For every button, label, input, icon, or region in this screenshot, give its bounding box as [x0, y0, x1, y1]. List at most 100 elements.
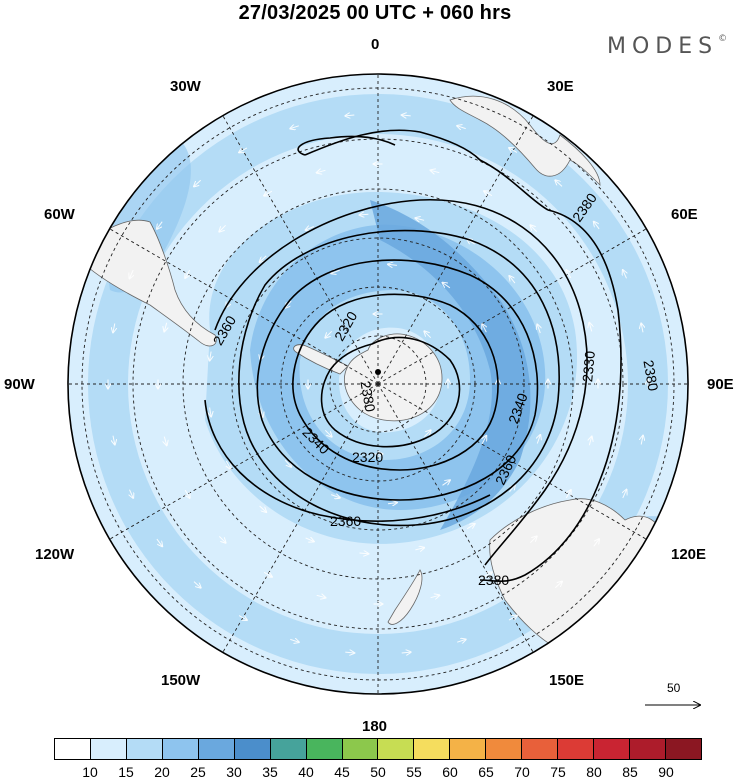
wind-arrow	[239, 148, 248, 153]
colorbar	[54, 738, 702, 760]
wind-arrow	[157, 221, 163, 229]
wind-arrow	[466, 524, 475, 530]
contour-2360-inner	[238, 229, 560, 527]
wind-arrow	[424, 331, 432, 339]
colorbar-swatch	[306, 739, 343, 759]
colorbar-tick-label: 90	[658, 764, 674, 780]
colorbar-tick-label: 55	[406, 764, 422, 780]
wind-arrow	[530, 536, 536, 544]
lon-label-30w: 30W	[170, 78, 201, 95]
colorbar-swatch	[558, 739, 595, 759]
contour-2380-topleft	[297, 135, 396, 156]
colorbar-ticks: 10 15 20 25 30 35 40 45 50 55 60 65 70 75 80 85 90	[0, 764, 750, 782]
brand-name: MODES	[607, 34, 719, 59]
wind-arrow	[623, 490, 627, 499]
wind-arrow	[259, 505, 267, 512]
africa	[449, 95, 601, 186]
wind-arrow	[482, 436, 486, 445]
wind-arrow	[345, 652, 354, 653]
colorbar-tick-label: 35	[262, 764, 278, 780]
colorbar-tick-label: 30	[226, 764, 242, 780]
wind-arrow	[290, 639, 299, 642]
wind-arrow	[442, 480, 450, 486]
colorbar-tick-label: 60	[442, 764, 458, 780]
colorbar-tick-label: 15	[118, 764, 134, 780]
colorbar-swatch	[55, 739, 91, 759]
wind-arrow	[360, 214, 369, 215]
wind-arrow	[345, 115, 355, 116]
lon-label-90w: 90W	[4, 376, 35, 393]
colorbar-tick-label: 50	[370, 764, 386, 780]
colorbar-swatch	[522, 739, 559, 759]
colorbar-swatch	[90, 739, 127, 759]
wind-arrow	[415, 218, 425, 220]
lon-label-60w: 60W	[44, 206, 75, 223]
wind-arrow	[593, 539, 599, 547]
colorbar-swatch	[486, 739, 523, 759]
contour-2340	[256, 259, 539, 501]
contour-label: 2380	[478, 572, 509, 588]
colorbar-tick-label: 10	[82, 764, 98, 780]
colorbar-tick-label: 65	[478, 764, 494, 780]
colorbar-swatch	[198, 739, 235, 759]
south-pole-marker	[375, 369, 381, 375]
wind-arrow	[457, 126, 466, 129]
colorbar-tick-label: 25	[190, 764, 206, 780]
wind-arrow	[483, 572, 492, 577]
wind-arrow	[359, 553, 369, 554]
contour-label: 2380	[640, 359, 661, 393]
wind-arrow	[431, 170, 440, 172]
wind-arrow	[331, 495, 340, 498]
lon-label-150w: 150W	[161, 672, 201, 689]
wind-arrow	[443, 283, 451, 289]
colorbar-swatch	[234, 739, 271, 759]
contour-2320-outer	[292, 293, 499, 471]
wind-arrow	[554, 582, 562, 589]
lon-label-90e: 90E	[707, 376, 734, 393]
wind-arrow	[331, 270, 340, 273]
lon-label-180: 180	[362, 718, 388, 735]
colorbar-swatch	[594, 739, 630, 759]
wind-arrow	[185, 269, 190, 278]
wind-arrow	[285, 300, 292, 308]
colorbar-tick-label: 70	[514, 764, 530, 780]
copyright-mark: ©	[718, 34, 728, 44]
wind-arrow	[260, 255, 267, 262]
wind-arrow	[402, 115, 411, 116]
wind-arrow	[555, 180, 563, 187]
colorbar-swatch	[665, 739, 701, 759]
wind-arrow	[290, 126, 299, 129]
madagascar	[594, 81, 617, 114]
wind-arrow	[484, 191, 493, 196]
wind-arrow	[260, 408, 262, 417]
wind-arrow	[219, 224, 226, 231]
wind-arrow	[284, 459, 291, 467]
contour-2360-loop	[204, 399, 491, 522]
wind-arrow	[194, 179, 202, 186]
contour-label: 2360	[330, 513, 361, 529]
wind-arrow	[457, 639, 466, 642]
colorbar-swatch	[630, 739, 666, 759]
colorbar-tick-label: 85	[622, 764, 638, 780]
wind-arrow	[306, 227, 315, 231]
wind-arrow	[430, 595, 440, 597]
wind-arrow	[264, 191, 273, 196]
contour-label: 2320	[352, 449, 383, 465]
colorbar-swatch	[126, 739, 163, 759]
wind-arrow	[594, 222, 600, 230]
wind-arrow	[324, 429, 331, 436]
contour-label: 2380	[357, 380, 378, 414]
colorbar-tick-label: 40	[298, 764, 314, 780]
wind-arrow	[415, 548, 424, 550]
contour-2320-inner	[320, 336, 461, 448]
contour-2360-outer	[214, 199, 588, 566]
colorbar-tick-label: 80	[586, 764, 602, 780]
wind-arrow	[530, 225, 538, 232]
wind-arrow	[388, 264, 397, 265]
wind-arrow	[210, 407, 212, 417]
contour-label: 2330	[579, 350, 598, 383]
wind-arrow	[164, 436, 166, 446]
wind-arrow	[210, 351, 212, 361]
colorbar-tick-label: 75	[550, 764, 566, 780]
wind-arrow	[156, 538, 162, 546]
